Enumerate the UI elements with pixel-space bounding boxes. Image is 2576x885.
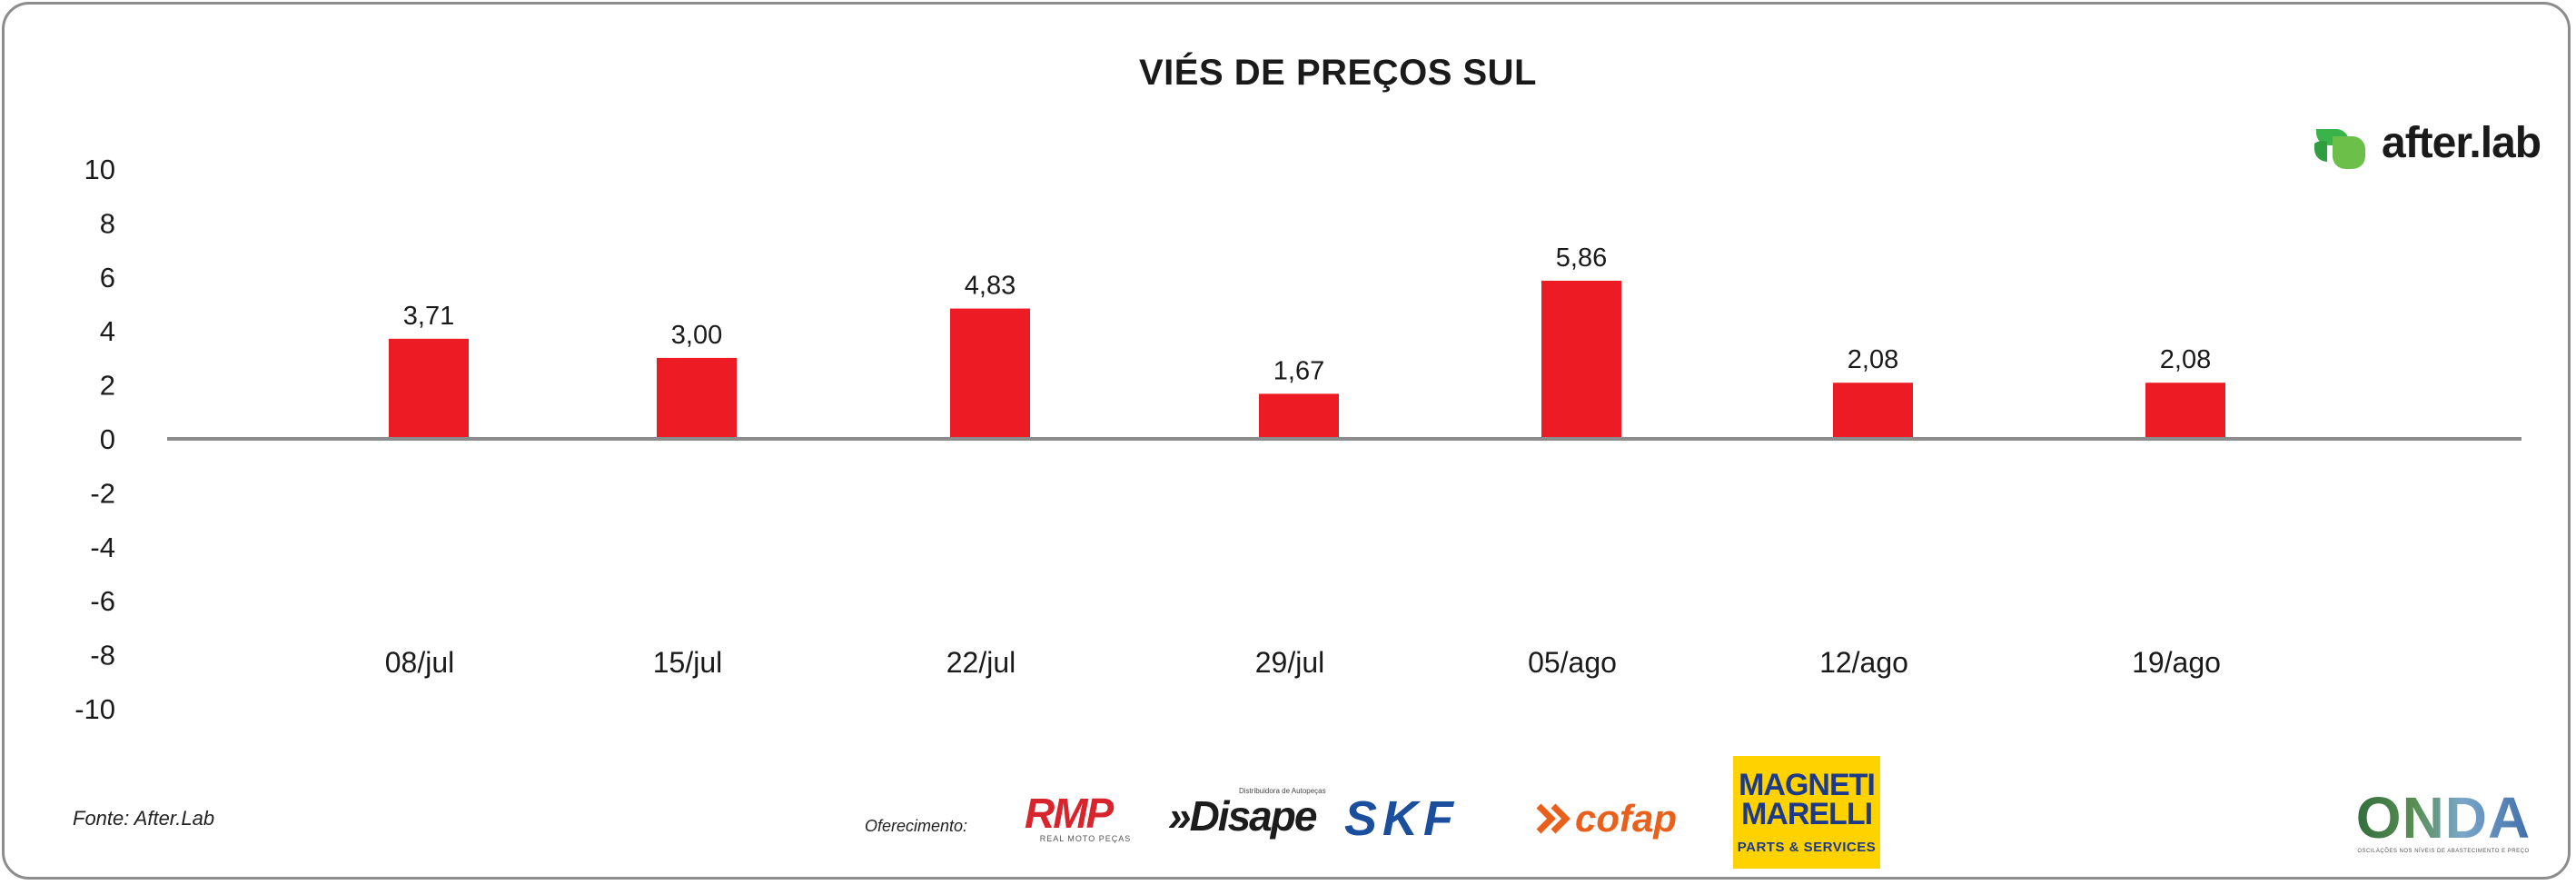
skf-logo: SKF [1344, 791, 1459, 846]
onda-logo: ONDA OSCILAÇÕES NOS NÍVEIS DE ABASTECIME… [2351, 789, 2536, 854]
cofap-mark-icon [1536, 803, 1570, 834]
data-label: 1,67 [1273, 356, 1324, 385]
disape-logo-text: »Disape [1168, 792, 1317, 840]
y-tick-label: -4 [90, 532, 115, 563]
sponsor-label: Oferecimento: [865, 817, 968, 835]
x-tick-label: 19/ago [2132, 646, 2221, 679]
rmp-logo: RMP REAL MOTO PEÇAS [1025, 792, 1146, 843]
bar [2145, 383, 2225, 437]
bar [1833, 383, 1913, 437]
y-tick-label: 2 [100, 370, 115, 402]
rmp-logo-text: RMP [1025, 790, 1114, 837]
data-label: 5,86 [1556, 244, 1607, 273]
data-label: 3,00 [671, 321, 722, 350]
cofap-logo: cofap [1535, 798, 1677, 840]
onda-logo-text: ONDA [2351, 789, 2536, 847]
x-tick-label: 29/jul [1255, 646, 1325, 679]
bar [1541, 280, 1621, 437]
afterlab-logo-text: after.lab [2382, 118, 2541, 167]
onda-logo-subtitle: OSCILAÇÕES NOS NÍVEIS DE ABASTECIMENTO E… [2357, 849, 2530, 854]
y-tick-label: 10 [84, 154, 115, 185]
chart-title: VIÉS DE PREÇOS SUL [1139, 53, 1537, 93]
bar [389, 338, 469, 437]
y-tick-label: -6 [90, 585, 115, 617]
afterlab-logo: after.lab [2309, 116, 2541, 169]
x-tick-label: 08/jul [385, 646, 455, 679]
x-tick-label: 12/ago [1819, 646, 1908, 679]
cofap-logo-text: cofap [1575, 797, 1678, 840]
bar [1259, 393, 1339, 437]
y-tick-label: 0 [100, 423, 115, 455]
y-tick-label: 4 [100, 315, 115, 347]
data-label: 2,08 [1848, 345, 1898, 374]
y-tick-label: -2 [90, 477, 115, 509]
data-label: 2,08 [2160, 345, 2211, 374]
disape-logo-subtitle: Distribuidora de Autopeças [1239, 787, 1326, 795]
x-tick-label: 05/ago [1528, 646, 1617, 679]
bar [950, 308, 1030, 437]
magneti-marelli-logo-text: MAGNETI MARELLI [1739, 767, 1876, 831]
rmp-logo-subtitle: REAL MOTO PEÇAS [1039, 834, 1132, 843]
bar [657, 357, 737, 437]
y-tick-label: 6 [100, 262, 115, 293]
source-note: Fonte: After.Lab [73, 807, 215, 830]
y-tick-label: -8 [90, 640, 115, 671]
disape-logo: Distribuidora de Autopeças »Disape [1168, 787, 1326, 837]
afterlab-mark-icon [2309, 116, 2373, 169]
magneti-marelli-logo-subtitle: PARTS & SERVICES [1737, 839, 1877, 855]
data-label: 4,83 [965, 272, 1016, 301]
x-tick-label: 15/jul [653, 646, 723, 679]
magneti-marelli-logo: MAGNETI MARELLI PARTS & SERVICES [1733, 756, 1880, 869]
y-tick-label: -10 [74, 693, 115, 725]
x-tick-label: 22/jul [946, 646, 1016, 679]
y-tick-label: 8 [100, 207, 115, 239]
data-label: 3,71 [403, 302, 454, 331]
